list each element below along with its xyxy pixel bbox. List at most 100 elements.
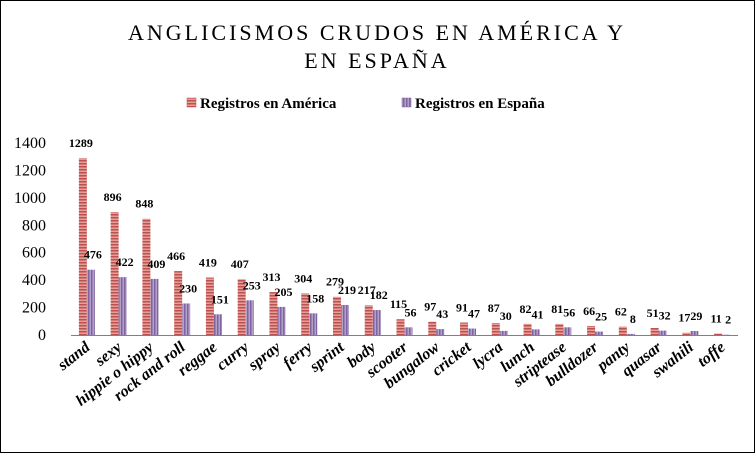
bar-espana [563, 327, 572, 335]
data-label-america: 419 [199, 256, 217, 270]
bar-america [237, 279, 246, 335]
bar-america [523, 323, 532, 335]
y-tick-label: 0 [38, 327, 46, 344]
bar-america [428, 321, 437, 335]
bar-espana [372, 310, 381, 335]
data-labels: 1289476896422848409466230419151407253313… [69, 136, 731, 327]
data-label-espana: 56 [405, 305, 417, 319]
data-label-america: 51 [647, 306, 659, 320]
data-label-espana: 47 [468, 307, 480, 321]
bar-america [142, 218, 151, 335]
y-axis: 0 200 400 600 800 1000 1200 1400 [14, 135, 46, 344]
data-label-espana: 30 [500, 309, 512, 323]
data-label-espana: 230 [179, 281, 197, 295]
bar-america [714, 333, 723, 335]
data-label-america: 1289 [69, 136, 93, 150]
legend-swatch-america [186, 97, 197, 108]
data-label-espana: 158 [306, 291, 324, 305]
y-tick-label: 1200 [14, 162, 46, 179]
data-label-espana: 219 [338, 283, 356, 297]
x-tick-label: curry [214, 338, 253, 374]
bar-america [205, 277, 214, 335]
bar-espana [309, 313, 318, 335]
bar-america [174, 271, 183, 335]
bar-america [269, 292, 278, 335]
data-label-america: 91 [456, 301, 468, 315]
chart-title-line-1: ANGLICISMOS CRUDOS EN AMÉRICA Y [128, 20, 626, 45]
bar-espana [468, 328, 477, 335]
bar-espana [182, 303, 191, 335]
x-tick-label: spray [245, 338, 285, 374]
bar-espana [86, 269, 95, 335]
data-label-espana: 151 [211, 292, 229, 306]
data-label-america: 304 [294, 271, 312, 285]
bar-espana [340, 304, 349, 335]
bar-espana [626, 333, 635, 335]
bar-america [396, 319, 405, 335]
data-label-america: 848 [135, 197, 153, 211]
legend: Registros en América Registros en España [186, 96, 545, 112]
bar-america [587, 325, 596, 335]
data-label-america: 115 [390, 297, 407, 311]
data-label-espana: 409 [147, 257, 165, 271]
y-tick-label: 600 [22, 245, 46, 262]
data-label-espana: 29 [690, 309, 702, 323]
bar-marks [78, 158, 731, 336]
chart-title-line-2: EN ESPAÑA [304, 48, 449, 73]
bar-espana [277, 306, 286, 335]
data-label-espana: 8 [630, 312, 636, 326]
bar-espana [595, 331, 604, 335]
data-label-espana: 25 [595, 310, 607, 324]
data-label-america: 66 [583, 304, 595, 318]
bar-espana [436, 329, 445, 335]
data-label-america: 62 [615, 304, 627, 318]
data-label-espana: 422 [116, 255, 134, 269]
bar-america [301, 293, 310, 335]
y-tick-label: 800 [22, 217, 46, 234]
bar-america [618, 326, 627, 335]
bar-america [650, 328, 659, 335]
bar-espana [690, 331, 699, 335]
bar-america [555, 323, 564, 335]
bar-america [460, 322, 469, 335]
bar-america [332, 296, 341, 335]
bar-espana [245, 300, 254, 335]
data-label-espana: 41 [532, 307, 544, 321]
x-tick-label: stand [54, 338, 94, 375]
data-label-espana: 32 [659, 309, 671, 323]
bar-america [110, 212, 119, 335]
data-label-espana: 56 [563, 305, 575, 319]
bar-espana [150, 278, 159, 335]
data-label-espana: 476 [84, 248, 102, 262]
data-label-america: 82 [520, 302, 532, 316]
bar-espana [658, 330, 667, 335]
y-tick-label: 400 [22, 272, 46, 289]
bar-america [78, 158, 87, 335]
data-label-america: 17 [678, 311, 690, 325]
data-label-america: 896 [104, 190, 122, 204]
bar-espana [118, 277, 127, 335]
data-label-america: 217 [358, 283, 376, 297]
data-label-america: 279 [326, 275, 344, 289]
y-tick-label: 1400 [14, 135, 46, 152]
bar-espana [404, 327, 413, 335]
bar-espana [531, 329, 540, 335]
data-label-america: 97 [424, 300, 436, 314]
data-label-america: 81 [551, 302, 563, 316]
bar-espana [213, 314, 222, 335]
y-tick-label: 200 [22, 300, 46, 317]
bar-america [682, 332, 691, 335]
bar-america [364, 305, 373, 335]
x-tick-label: sprint [306, 338, 348, 376]
legend-label-america: Registros en América [200, 96, 337, 112]
data-label-america: 87 [488, 301, 500, 315]
data-label-america: 466 [167, 249, 185, 263]
data-label-espana: 253 [243, 278, 261, 292]
data-label-america: 407 [231, 257, 249, 271]
legend-label-espana: Registros en España [415, 96, 545, 112]
data-label-espana: 2 [725, 313, 731, 327]
data-label-america: 11 [710, 311, 721, 325]
